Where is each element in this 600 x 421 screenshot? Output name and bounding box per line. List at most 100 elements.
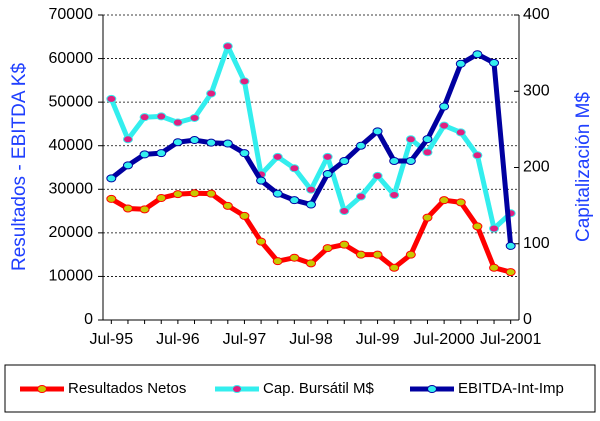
data-point: [322, 152, 333, 161]
data-point: [389, 190, 400, 199]
data-point: [289, 196, 300, 205]
data-point: [139, 205, 150, 214]
data-point: [339, 156, 350, 165]
y-tick-label: 50000: [49, 93, 94, 110]
data-point: [156, 149, 167, 158]
data-point: [189, 136, 200, 145]
data-point: [422, 213, 433, 222]
data-point: [272, 257, 283, 266]
data-point: [222, 139, 233, 148]
data-point: [172, 138, 183, 147]
data-point: [405, 156, 416, 165]
data-point: [355, 250, 366, 259]
data-point: [439, 102, 450, 111]
data-point: [222, 201, 233, 210]
data-point: [156, 112, 167, 121]
data-point: [472, 50, 483, 59]
data-point: [139, 150, 150, 159]
x-tick-label: Jul-95: [90, 331, 134, 348]
y-tick-label: 60000: [49, 50, 94, 67]
data-point: [106, 174, 117, 183]
legend-label: Cap. Bursátil M$: [263, 380, 375, 397]
data-point: [306, 259, 316, 268]
y-tick-label: 10000: [49, 268, 94, 285]
data-point: [322, 170, 333, 179]
data-point: [355, 192, 366, 201]
data-point: [489, 263, 500, 272]
data-point: [272, 152, 283, 161]
data-point: [189, 113, 200, 122]
data-point: [355, 141, 366, 150]
y-tick-label: 0: [84, 311, 93, 328]
data-point: [372, 127, 383, 136]
data-point: [256, 237, 267, 246]
legend-label: EBITDA-Int-Imp: [458, 380, 564, 397]
data-point: [372, 250, 383, 259]
y-tick-label: 20000: [49, 224, 94, 241]
data-point: [106, 94, 117, 103]
data-point: [439, 121, 450, 130]
legend-marker: [427, 385, 437, 393]
x-tick-label: Jul-96: [156, 331, 200, 348]
data-point: [389, 156, 400, 165]
data-point: [189, 189, 200, 198]
data-point: [372, 171, 383, 180]
data-point: [422, 148, 433, 157]
y-tick-label: 30000: [49, 181, 94, 198]
data-point: [505, 268, 516, 277]
data-point: [289, 253, 300, 262]
legend-marker: [37, 385, 47, 393]
data-point: [239, 211, 250, 220]
data-point: [106, 194, 117, 203]
legend-box: [4, 364, 596, 413]
data-point: [306, 200, 316, 209]
data-point: [389, 263, 400, 272]
data-point: [339, 206, 350, 215]
y-tick-label: 40000: [49, 137, 94, 154]
data-point: [239, 149, 250, 158]
data-point: [489, 58, 500, 67]
data-point: [455, 59, 466, 68]
y2-tick-label: 200: [523, 159, 550, 176]
data-point: [306, 185, 316, 194]
data-point: [139, 113, 150, 122]
legend-label: Resultados Netos: [68, 380, 186, 397]
data-point: [439, 196, 450, 205]
data-point: [222, 42, 233, 51]
y2-tick-label: 0: [523, 311, 532, 328]
data-point: [455, 198, 466, 207]
data-point: [172, 118, 183, 127]
data-point: [272, 189, 283, 198]
data-point: [289, 164, 300, 173]
y-axis-title: Resultados - EBITDA K$: [9, 63, 30, 271]
x-tick-label: Jul-97: [223, 331, 267, 348]
y-tick-label: 70000: [49, 6, 94, 23]
data-point: [472, 222, 483, 231]
data-point: [455, 128, 466, 137]
x-tick-label: Jul-99: [356, 331, 400, 348]
data-point: [405, 250, 416, 259]
x-tick-label: Jul-98: [289, 331, 333, 348]
y2-tick-label: 400: [523, 6, 550, 23]
data-point: [505, 241, 516, 250]
data-point: [322, 244, 333, 253]
data-point: [206, 138, 217, 147]
data-point: [206, 189, 217, 198]
y2-tick-label: 300: [523, 82, 550, 99]
data-point: [339, 240, 350, 249]
data-point: [472, 151, 483, 160]
data-point: [122, 161, 133, 170]
data-point: [489, 224, 500, 233]
data-point: [256, 176, 267, 185]
legend-marker: [232, 385, 242, 393]
x-tick-label: Jul-2000: [413, 331, 474, 348]
data-point: [239, 77, 250, 86]
data-point: [122, 135, 133, 144]
data-point: [156, 194, 167, 202]
data-point: [122, 204, 133, 213]
data-point: [206, 89, 217, 98]
y2-axis-title: Capitalización M$: [573, 92, 594, 242]
data-point: [405, 135, 416, 144]
series-line: [109, 51, 514, 247]
x-tick-label: Jul-2001: [480, 331, 541, 348]
